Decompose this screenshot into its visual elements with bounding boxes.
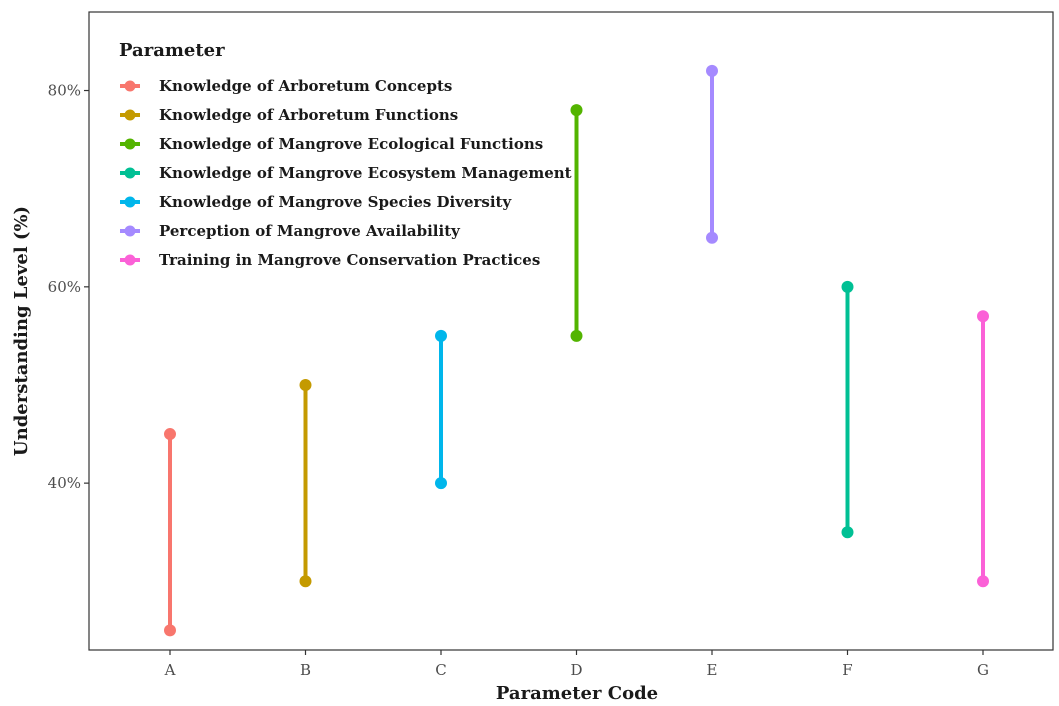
y-axis-title: Understanding Level (%): [11, 206, 32, 456]
dumbbell-high-point: [977, 310, 989, 323]
dumbbell-high-point: [706, 64, 718, 77]
x-tick-label: G: [977, 661, 989, 679]
dumbbell-high-point: [841, 280, 854, 293]
legend-key-point: [124, 138, 136, 150]
x-tick-label: B: [300, 661, 311, 679]
legend-label: Knowledge of Mangrove Ecological Functio…: [159, 135, 543, 153]
legend-label: Knowledge of Mangrove Species Diversity: [159, 193, 512, 211]
dumbbell-E: [706, 64, 718, 244]
y-tick-label: 80%: [48, 82, 81, 100]
legend-key-point: [124, 109, 136, 121]
legend-item: Knowledge of Mangrove Ecological Functio…: [120, 135, 543, 153]
dumbbell-C: [435, 329, 447, 490]
y-tick-label: 40%: [48, 474, 81, 492]
dumbbell-low-point: [435, 477, 447, 490]
dumbbell-F: [841, 280, 854, 539]
y-tick-label: 60%: [48, 278, 81, 296]
dumbbell-high-point: [435, 329, 447, 342]
x-tick-label: D: [570, 661, 582, 679]
dumbbell-low-point: [841, 526, 854, 539]
legend-item: Knowledge of Mangrove Ecosystem Manageme…: [120, 164, 572, 182]
x-tick-label: F: [842, 661, 852, 679]
x-axis-title: Parameter Code: [496, 683, 658, 704]
dumbbell-low-point: [977, 575, 989, 588]
dumbbell-low-point: [706, 231, 718, 244]
plot-panel: [88, 11, 1054, 651]
legend-items: Knowledge of Arboretum Concepts Knowledge…: [120, 77, 572, 269]
legend-item: Perception of Mangrove Availability: [120, 222, 461, 240]
dumbbell-A: [164, 428, 176, 637]
legend-key-point: [124, 167, 136, 179]
x-tick-label: E: [707, 661, 718, 679]
dumbbell-low-point: [164, 624, 176, 637]
legend-label: Perception of Mangrove Availability: [159, 222, 461, 240]
legend-key-point: [124, 196, 136, 208]
legend-item: Knowledge of Arboretum Functions: [120, 106, 458, 124]
dumbbell-high-point: [164, 428, 176, 441]
y-axis: 40% 60% 80%: [48, 82, 89, 492]
legend-label: Training in Mangrove Conservation Practi…: [159, 251, 540, 269]
legend-label: Knowledge of Arboretum Concepts: [159, 77, 452, 95]
x-axis: A B C D E F G: [164, 650, 989, 679]
dumbbell-high-point: [299, 378, 312, 391]
x-tick-label: A: [164, 661, 176, 679]
legend-item: Knowledge of Mangrove Species Diversity: [120, 193, 512, 211]
dumbbell-high-point: [570, 104, 583, 117]
dumbbell-D: [570, 104, 583, 342]
legend-item: Knowledge of Arboretum Concepts: [120, 77, 452, 95]
dumbbell-low-point: [299, 575, 312, 588]
legend: Parameter Knowledge of Arboretum Concept…: [119, 40, 572, 269]
dumbbell-B: [299, 378, 312, 588]
legend-key-point: [124, 80, 136, 92]
x-tick-label: C: [435, 661, 446, 679]
dumbbell-low-point: [570, 329, 583, 342]
legend-label: Knowledge of Arboretum Functions: [159, 106, 458, 124]
legend-title: Parameter: [119, 40, 225, 61]
legend-item: Training in Mangrove Conservation Practi…: [120, 251, 540, 269]
legend-label: Knowledge of Mangrove Ecosystem Manageme…: [159, 164, 572, 182]
chart-marks: [164, 64, 989, 637]
dumbbell-G: [977, 310, 989, 588]
legend-key-point: [124, 225, 136, 237]
legend-key-point: [124, 254, 136, 266]
